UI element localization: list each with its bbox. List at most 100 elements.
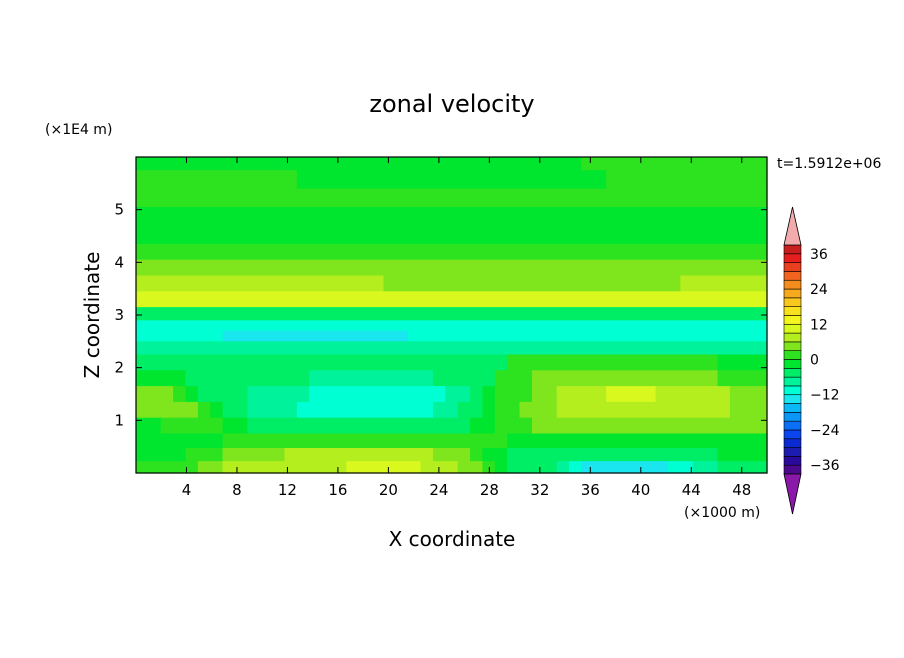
contour-cell bbox=[531, 417, 768, 435]
colorbar-swatch bbox=[783, 412, 802, 422]
contour-cell bbox=[729, 401, 768, 419]
contour-cell bbox=[136, 386, 174, 403]
contour-cell bbox=[482, 401, 496, 419]
colorbar-swatch bbox=[783, 323, 802, 334]
x-tick-label: 12 bbox=[278, 481, 297, 499]
y-tick-label: 3 bbox=[114, 306, 124, 324]
contour-cell bbox=[136, 401, 199, 419]
colorbar-swatch bbox=[783, 262, 802, 272]
x-tick-label: 8 bbox=[232, 481, 242, 499]
contour-cell bbox=[655, 386, 731, 403]
contour-cell bbox=[136, 370, 187, 387]
contour-cell bbox=[296, 401, 434, 419]
colorbar-swatch bbox=[783, 420, 802, 431]
contour-cell bbox=[136, 461, 199, 474]
contour-cell bbox=[408, 330, 768, 342]
y-tick-label: 5 bbox=[114, 201, 124, 219]
colorbar-tick-label: −36 bbox=[810, 458, 840, 474]
contour-cell bbox=[581, 157, 768, 171]
contour-cell bbox=[346, 461, 422, 474]
x-tick-label: 48 bbox=[732, 481, 751, 499]
contour-cell bbox=[247, 417, 471, 435]
colorbar-swatch bbox=[783, 279, 802, 290]
contour-cell bbox=[136, 275, 385, 292]
colorbar-swatch bbox=[783, 253, 802, 263]
contour-cell bbox=[531, 386, 558, 403]
x-tick-label: 44 bbox=[682, 481, 701, 499]
contour-cell bbox=[717, 370, 768, 387]
y-unit-label: (×1E4 m) bbox=[45, 122, 112, 138]
contour-cell bbox=[717, 447, 768, 462]
contour-cell bbox=[136, 307, 768, 321]
contour-cell bbox=[482, 447, 508, 462]
contour-cell bbox=[494, 461, 508, 474]
contour-cell bbox=[432, 370, 496, 387]
contour-cell bbox=[717, 354, 768, 371]
colorbar-tick-label: 36 bbox=[810, 247, 828, 263]
contour-cell bbox=[136, 433, 224, 449]
colorbar-swatch bbox=[783, 456, 802, 466]
colorbar-swatch bbox=[783, 244, 802, 255]
contour-cell bbox=[222, 401, 248, 419]
time-label: t=1.5912e+06 bbox=[777, 156, 881, 172]
contour-cell bbox=[470, 447, 484, 462]
contour-cell bbox=[136, 354, 508, 371]
contour-cell bbox=[136, 259, 768, 277]
contour-cell bbox=[136, 225, 768, 245]
colorbar-swatch bbox=[783, 385, 802, 396]
contour-cell bbox=[482, 386, 496, 403]
y-axis: 1 2 3 4 5 bbox=[114, 201, 767, 429]
contour-cell bbox=[680, 275, 768, 292]
contour-cell bbox=[457, 401, 484, 419]
x-axis: 4 8 12 16 20 24 28 32 36 40 44 48 bbox=[182, 157, 751, 499]
contour-cell bbox=[420, 461, 459, 474]
y-tick-label: 2 bbox=[114, 359, 124, 377]
contour-cell bbox=[160, 417, 224, 435]
x-tick-label: 4 bbox=[182, 481, 192, 499]
contour-cell bbox=[136, 170, 298, 190]
contour-cell bbox=[136, 291, 768, 308]
contour-cell bbox=[729, 386, 768, 403]
colorbar-swatch bbox=[783, 464, 802, 475]
colorbar-swatch bbox=[783, 341, 802, 351]
contour-cell bbox=[470, 386, 484, 403]
contour-cell bbox=[309, 370, 434, 387]
x-tick-label: 28 bbox=[480, 481, 499, 499]
contour-cell bbox=[222, 433, 508, 449]
colorbar-tick-label: −24 bbox=[810, 423, 840, 439]
colorbar-swatch bbox=[783, 438, 802, 448]
colorbar-swatch bbox=[783, 403, 802, 413]
contour-cell bbox=[247, 401, 298, 419]
contour-cell bbox=[136, 157, 583, 171]
contour-cell bbox=[556, 401, 731, 419]
chart-title: zonal velocity bbox=[369, 90, 534, 118]
contour-cell bbox=[581, 461, 669, 474]
x-axis-title: X coordinate bbox=[389, 527, 516, 551]
colorbar-swatch bbox=[783, 271, 802, 281]
colorbar: 36 24 12 0 −12 −24 −36 bbox=[783, 206, 840, 515]
colorbar-swatch bbox=[783, 429, 802, 440]
colorbar-swatch bbox=[783, 394, 802, 404]
contour-cell bbox=[222, 447, 286, 462]
contour-cell bbox=[519, 401, 558, 419]
contour-cell bbox=[445, 386, 471, 403]
colorbar-swatch bbox=[783, 447, 802, 457]
contour-cell bbox=[309, 386, 446, 403]
x-unit-label: (×1000 m) bbox=[684, 505, 760, 521]
contour-cell bbox=[692, 461, 719, 474]
contour-cell bbox=[136, 417, 162, 435]
contour-cell bbox=[432, 401, 459, 419]
contour-cell bbox=[383, 275, 681, 292]
contour-cell bbox=[494, 370, 533, 387]
contour-cell bbox=[222, 417, 248, 435]
contour-cell bbox=[136, 341, 768, 356]
contour-cell bbox=[606, 170, 768, 190]
contour-cell bbox=[717, 461, 768, 474]
contour-cell bbox=[470, 417, 496, 435]
contour-field bbox=[136, 157, 768, 474]
contour-cell bbox=[507, 433, 768, 449]
x-tick-label: 32 bbox=[530, 481, 549, 499]
contour-cell bbox=[197, 401, 211, 419]
contour-cell bbox=[531, 370, 719, 387]
contour-cell bbox=[507, 461, 558, 474]
